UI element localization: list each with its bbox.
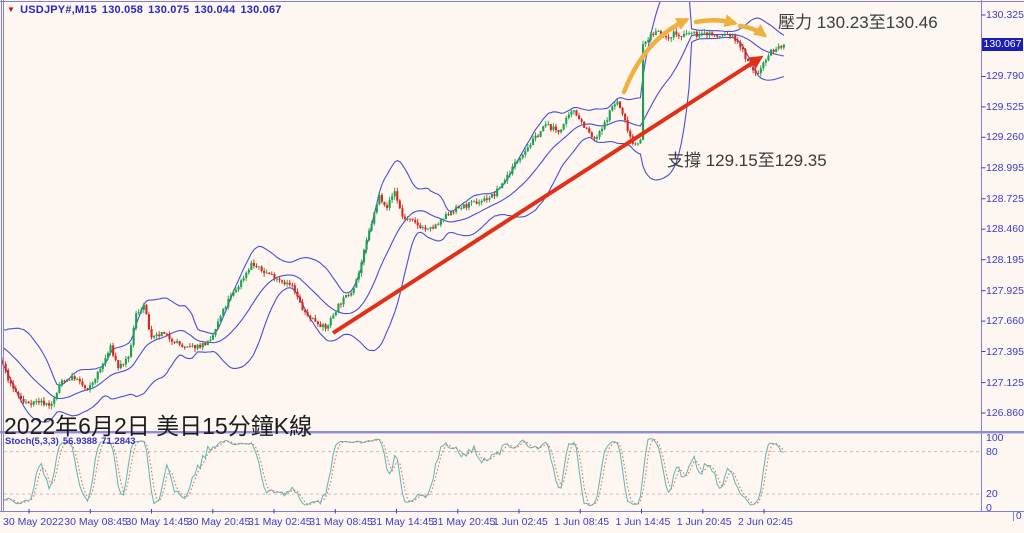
- time-axis-label: 31 May 02:45: [248, 516, 312, 528]
- candlesticks: [2, 28, 785, 410]
- symbol-dropdown-icon[interactable]: ▼: [7, 5, 16, 14]
- time-axis-label: 30 May 2022: [3, 516, 64, 528]
- stoch-level-label: 20: [986, 488, 998, 501]
- time-axis-label: 30 May 20:45: [186, 516, 251, 528]
- time-axis-label: 30 May 14:45: [125, 516, 190, 528]
- time-axis-label: 30 May 08:45: [64, 516, 128, 528]
- time-axis-label: 31 May 08:45: [309, 516, 373, 528]
- time-axis-label: 1 Jun 08:45: [554, 516, 610, 528]
- chart-frame: [0, 0, 1024, 521]
- price-axis-label: 127.925: [986, 284, 1024, 297]
- symbol-title: ▼ USDJPY#,M15 130.058 130.075 130.044 130.067: [7, 4, 282, 16]
- price-axis-label: 128.995: [986, 161, 1024, 174]
- bollinger-bands: [2, 2, 785, 423]
- ohlc-low: 130.044: [194, 4, 236, 16]
- price-axis-label: 126.860: [986, 407, 1024, 419]
- stoch-name: Stoch(5,3,3): [5, 436, 59, 447]
- ohlc-close: 130.067: [240, 4, 282, 16]
- price-axis-label: 128.195: [986, 253, 1024, 266]
- time-axis-label: 31 May 20:45: [431, 516, 496, 528]
- time-axis-label: 1 Jun 14:45: [615, 516, 671, 528]
- drawn-arrows[interactable]: [331, 14, 768, 335]
- price-axis-label: 129.525: [986, 100, 1024, 113]
- stoch-d-value: 71.2843: [101, 436, 136, 447]
- price-axis-label: 127.125: [986, 376, 1024, 389]
- time-axis-label: 1 Jun 02:45: [493, 516, 548, 528]
- ohlc-open: 130.058: [101, 4, 144, 16]
- current-price-badge: 130.067: [982, 38, 1023, 51]
- stoch-k-value: 56.9388: [62, 436, 98, 447]
- date-caption: 2022年6月2日 美日15分鐘K線: [4, 413, 313, 439]
- corner-zero-label: 0: [1016, 511, 1022, 522]
- price-axis-label: 128.460: [986, 223, 1024, 236]
- price-axis-label: 127.660: [986, 315, 1024, 328]
- stochastic-label: Stoch(5,3,3) 56.9388 71.2843: [5, 436, 140, 447]
- time-axis-label: 1 Jun 20:45: [676, 516, 732, 528]
- price-axis-label: 128.725: [986, 192, 1024, 205]
- stoch-level-label: 0: [986, 502, 992, 515]
- price-axis-label: 129.260: [986, 131, 1024, 144]
- resistance-annotation: 壓力 130.23至130.46: [778, 13, 938, 32]
- price-axis-label: 130.325: [986, 9, 1024, 21]
- price-axis-label: 129.790: [986, 70, 1024, 83]
- support-annotation: 支撐 129.15至129.35: [667, 151, 827, 170]
- symbol-name: USDJPY#,M15: [20, 4, 97, 16]
- stochastic-lines: [2, 438, 981, 507]
- stoch-level-label: 100: [986, 431, 1004, 444]
- stoch-level-label: 80: [986, 445, 998, 458]
- price-axis-label: 127.395: [986, 345, 1024, 358]
- time-axis-label: 2 Jun 02:45: [738, 516, 793, 528]
- ohlc-high: 130.075: [148, 4, 190, 16]
- time-axis-label: 31 May 14:45: [370, 516, 435, 528]
